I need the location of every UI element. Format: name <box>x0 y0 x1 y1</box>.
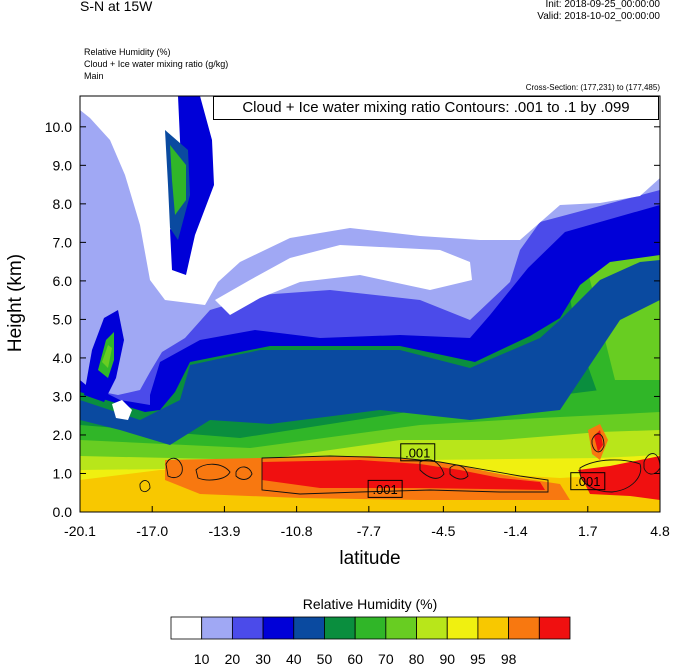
x-tick-label: 4.8 <box>650 523 670 539</box>
contour-label-box <box>400 443 436 462</box>
x-tick-label: -17.0 <box>136 523 168 539</box>
contour-label: .001 <box>372 482 397 497</box>
colorbar-swatch <box>201 616 233 640</box>
contour-label: .001 <box>405 445 430 460</box>
x-tick-label: -7.7 <box>357 523 381 539</box>
colorbar-swatch <box>170 616 203 640</box>
x-tick-label: -1.4 <box>504 523 528 539</box>
cross-section-label: Cross-Section: (177,231) to (177,485) <box>525 83 660 92</box>
field-line-1: Relative Humidity (%) <box>84 47 171 57</box>
init-time: Init: 2018-09-25_00:00:00 <box>545 0 660 10</box>
x-tick-label: -20.1 <box>64 523 96 539</box>
contour-label: .001 <box>575 474 600 489</box>
y-tick-label: 10.0 <box>45 119 72 135</box>
colorbar-level-label: 50 <box>317 651 333 667</box>
colorbar-swatch <box>324 616 356 640</box>
field-line-2: Cloud + Ice water mixing ratio (g/kg) <box>84 59 229 69</box>
y-tick-label: 9.0 <box>53 157 73 173</box>
colorbar-swatch <box>416 616 448 640</box>
colorbar: 10 20 30 40 50 60 70 80 90 95 98 <box>170 616 571 667</box>
colorbar-swatch <box>354 616 387 640</box>
x-tick-label: 1.7 <box>578 523 598 539</box>
y-tick-label: 8.0 <box>53 196 73 212</box>
colorbar-level-label: 70 <box>378 651 394 667</box>
colorbar-level-label: 20 <box>225 651 241 667</box>
y-tick-label: 2.0 <box>53 427 73 443</box>
colorbar-swatch <box>262 616 295 640</box>
colorbar-level-label: 90 <box>439 651 455 667</box>
x-tick-label: -4.5 <box>431 523 455 539</box>
colorbar-level-label: 30 <box>255 651 271 667</box>
y-tick-label: 5.0 <box>53 311 73 327</box>
x-tick-label: -10.8 <box>281 523 313 539</box>
colorbar-level-label: 60 <box>347 651 363 667</box>
contour-labels: .001 .001 .001 <box>367 443 606 498</box>
colorbar-swatch <box>446 616 479 640</box>
y-tick-label: 7.0 <box>53 234 73 250</box>
contour-info-box: Cloud + Ice water mixing ratio Contours:… <box>213 96 659 120</box>
valid-time: Valid: 2018-10-02_00:00:00 <box>537 11 660 22</box>
colorbar-swatch <box>538 616 571 640</box>
colorbar-swatch <box>231 616 264 640</box>
colorbar-swatch <box>293 616 325 640</box>
field-line-3: Main <box>84 71 104 81</box>
colorbar-swatch <box>385 616 417 640</box>
y-tick-label: 4.0 <box>53 350 73 366</box>
colorbar-level-label: 98 <box>501 651 517 667</box>
colorbar-level-label: 80 <box>409 651 425 667</box>
x-tick-label: -13.9 <box>208 523 240 539</box>
colorbar-swatch <box>508 616 540 640</box>
x-axis: -20.1 -17.0 -13.9 -10.8 -7.7 -4.5 -1.4 1.7 4.8 <box>64 506 670 539</box>
y-tick-label: 0.0 <box>53 504 73 520</box>
plot-area <box>80 96 660 512</box>
colorbar-level-label: 10 <box>194 651 210 667</box>
contour-label-box <box>367 479 403 498</box>
contour-label-box <box>570 472 606 491</box>
y-tick-label: 3.0 <box>53 388 73 404</box>
y-tick-label: 1.0 <box>53 465 73 481</box>
y-axis-label: Height (km) <box>5 253 26 353</box>
y-axis: 0.0 1.0 2.0 3.0 4.0 5.0 6.0 7.0 8.0 9.0 10.0 <box>45 119 660 520</box>
colorbar-level-label: 95 <box>470 651 486 667</box>
plot-title: S-N at 15W <box>80 0 153 14</box>
x-axis-label: latitude <box>339 548 401 569</box>
colorbar-level-label: 40 <box>286 651 302 667</box>
colorbar-title: Relative Humidity (%) <box>302 596 438 612</box>
colorbar-swatch <box>477 616 510 640</box>
y-tick-label: 6.0 <box>53 273 73 289</box>
